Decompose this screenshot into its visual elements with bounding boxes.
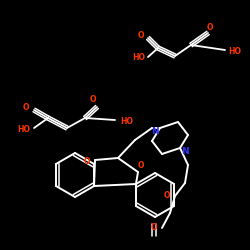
Text: HO: HO [120, 116, 134, 126]
Text: O: O [84, 158, 90, 166]
Text: HO: HO [228, 46, 241, 56]
Text: N: N [151, 126, 159, 136]
Text: O: O [164, 192, 170, 200]
Text: O: O [90, 96, 96, 104]
Text: O: O [138, 32, 144, 40]
Text: O: O [207, 24, 213, 32]
Text: O: O [138, 160, 144, 170]
Text: O: O [23, 104, 29, 112]
Text: HO: HO [132, 54, 145, 62]
Text: N: N [181, 146, 189, 156]
Text: O: O [151, 224, 157, 232]
Text: HO: HO [18, 124, 30, 134]
